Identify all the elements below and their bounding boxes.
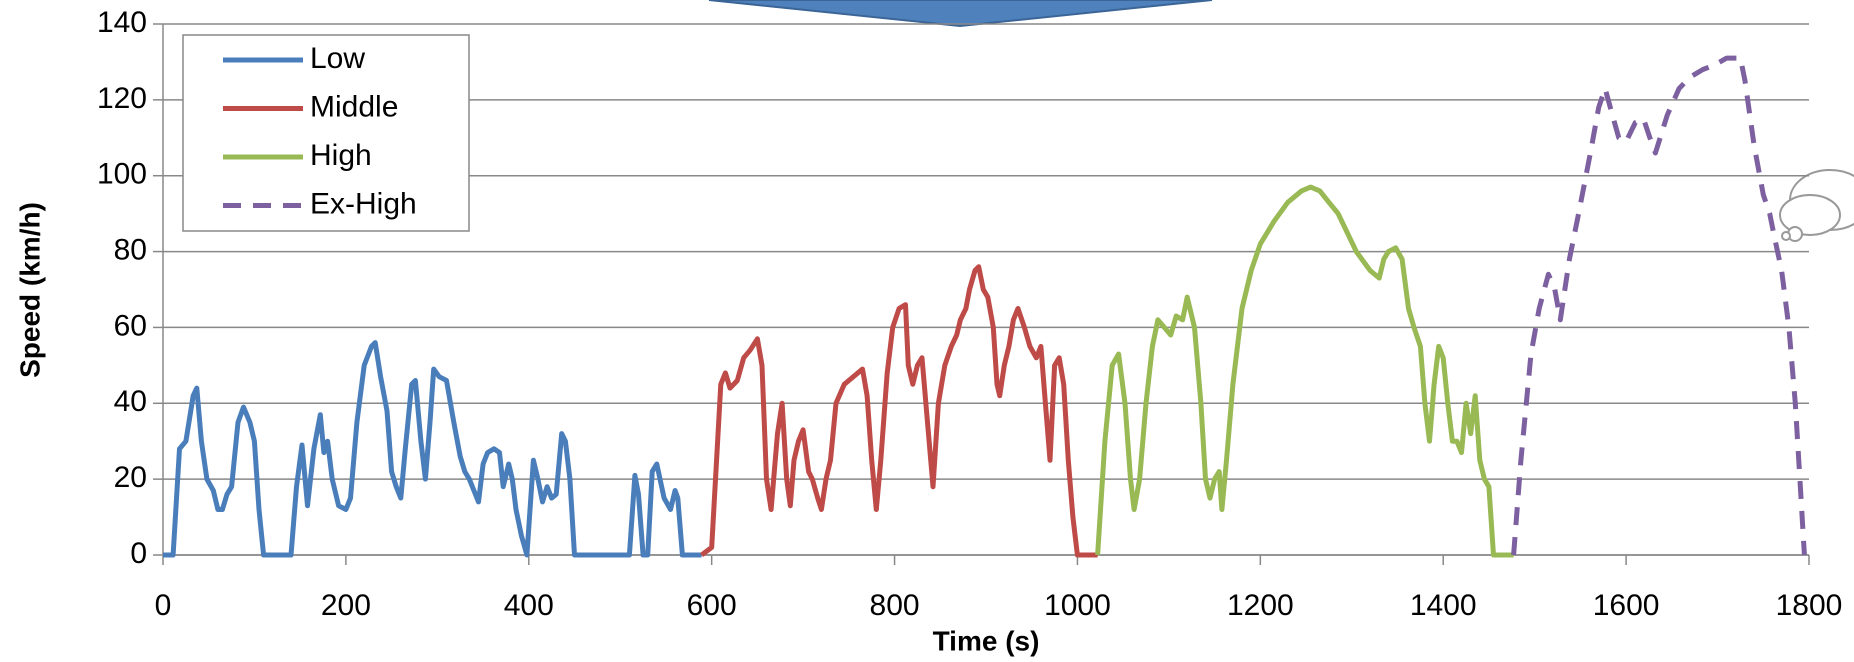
y-axis-title: Speed (km/h)	[14, 202, 45, 378]
y-tick-label: 0	[130, 537, 147, 570]
legend-label: Middle	[310, 90, 398, 123]
y-tick-label: 80	[114, 233, 147, 266]
legend-label: Low	[310, 42, 365, 75]
decor-cloud	[1779, 169, 1854, 242]
x-tick-label: 1000	[1044, 589, 1111, 622]
y-tick-label: 40	[114, 385, 147, 418]
x-tick-label: 0	[155, 589, 172, 622]
x-tick-label: 1200	[1227, 589, 1294, 622]
x-tick-label: 1400	[1410, 589, 1477, 622]
y-tick-label: 120	[97, 82, 147, 115]
x-tick-label: 800	[870, 589, 920, 622]
x-tick-label: 400	[504, 589, 554, 622]
y-tick-label: 60	[114, 309, 147, 342]
series-line	[1095, 184, 1514, 558]
decor-arrow	[708, 0, 1213, 28]
series-line	[700, 264, 1098, 558]
legend-label: Ex-High	[310, 187, 417, 220]
x-tick-label: 1600	[1593, 589, 1660, 622]
legend-label: High	[310, 139, 372, 172]
x-axis-title: Time (s)	[933, 625, 1040, 656]
series-line	[163, 340, 702, 558]
legend: Low Middle High Ex-High	[182, 34, 470, 232]
series-line	[1511, 55, 1807, 556]
x-tick-label: 600	[687, 589, 737, 622]
x-tick-label: 200	[321, 589, 371, 622]
y-tick-label: 100	[97, 158, 147, 191]
x-tick-label: 1800	[1776, 589, 1843, 622]
y-tick-label: 140	[97, 6, 147, 39]
legend-box	[182, 34, 470, 232]
y-tick-label: 20	[114, 461, 147, 494]
